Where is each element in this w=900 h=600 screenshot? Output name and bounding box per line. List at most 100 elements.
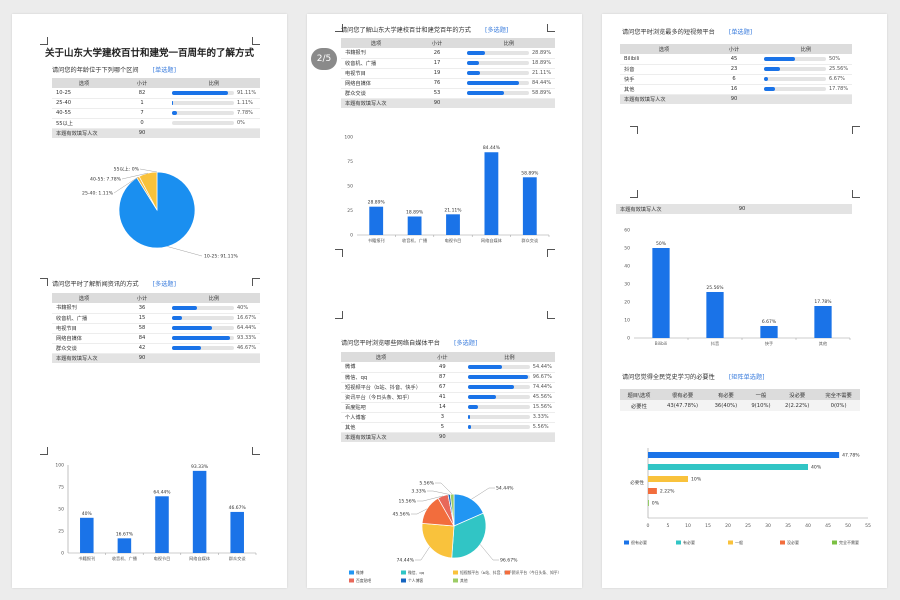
bar-网络自媒体 (192, 470, 207, 553)
slice-label: 5.56% (419, 481, 434, 487)
hbar-chart-necessity: 0 5 10 15 20 25 30 35 40 45 50 55 必要性 47.78% 40% 10% 2.2… (624, 448, 871, 545)
data-label: 40% (82, 511, 93, 517)
bar-一般 (648, 476, 688, 482)
ratio-bar (467, 374, 530, 379)
ratio-bar (172, 345, 234, 350)
row-label: 其他 (341, 422, 421, 433)
y-tick-label: 75 (58, 485, 64, 491)
table-row: 书籍报刊 26 28.89% (341, 48, 555, 59)
total-value: 90 (116, 128, 168, 138)
ratio-bar (172, 120, 234, 125)
total-row: 本题有效填写人次 90 (341, 98, 555, 108)
ratio-bar (467, 384, 530, 389)
y-tick-label: 0 (350, 233, 353, 239)
doc-page-middle: 请问您了解山东大学建校百廿和建党百年的方式 [多选题] 选项 小计 比例 书籍报刊 26 2… (307, 14, 582, 588)
slice-label: 55以上: 0% (114, 166, 140, 173)
table-row: 25-40 1 1.11% (52, 98, 260, 109)
question-anniversary: 请问您了解山东大学建校百廿和建党百年的方式 [多选题] (341, 27, 509, 34)
slice-label: 40-55: 7.78% (90, 177, 122, 183)
data-label: 46.67% (229, 505, 247, 511)
leader-line (411, 508, 428, 515)
row-label: 55以上 (52, 118, 116, 129)
bar-有必要 (648, 464, 808, 470)
leader-line (417, 495, 443, 502)
bar-chart-anniversary: 0 25 50 75 100 28.89% 书籍报刊 18.89% 收音机、广播 21.11% 电视… (344, 135, 550, 244)
ratio-bar (467, 394, 530, 399)
legend-label: 很有必要 (631, 539, 647, 545)
ratio-bar (764, 66, 826, 71)
col-ratio: 比例 (463, 38, 555, 48)
pie-chart-age: 10-25: 91.11% 25-40: 1.11% 40-55: 7.78% 55以… (82, 166, 238, 260)
table-row: 网络自媒体 84 93.33% (52, 333, 260, 344)
row-count: 19 (411, 68, 463, 79)
data-label: 93.33% (191, 464, 209, 470)
row-label: 书籍报刊 (341, 48, 411, 59)
row-label: 网络自媒体 (52, 333, 116, 344)
row-count: 84 (116, 333, 168, 344)
legend-label: 微信、qq (408, 570, 425, 575)
ratio-bar (172, 315, 234, 320)
row-label: 短视频平台（b站、抖音、快手） (341, 382, 421, 393)
row-label: 电视节目 (341, 68, 411, 79)
x-tick-label: 15 (705, 523, 711, 529)
bar-书籍报刊 (369, 206, 384, 235)
data-label: 64.44% (153, 489, 171, 495)
row-count: 42 (116, 343, 168, 354)
y-tick-label: 100 (55, 463, 64, 469)
x-tick-label: 其他 (819, 340, 828, 347)
row-pct: 0% (237, 119, 245, 126)
row-count: 58 (116, 323, 168, 334)
total-value: 90 (420, 432, 464, 442)
question-matrix: 请问您觉得全民党史学习的必要性 [矩阵单选题] (622, 374, 765, 381)
ratio-bar (467, 404, 530, 409)
bar-群众交谈 (522, 177, 537, 235)
x-tick-label: 5 (667, 523, 670, 529)
row-pct: 15.56% (532, 403, 552, 410)
doc-page-right: 请问您平时浏览最多的短视频平台 [单选题] 选项 小计 比例 Bilibili 45 50%… (602, 14, 887, 588)
col-ratio: 比例 (168, 78, 260, 88)
ratio-bar (172, 305, 234, 310)
slice-label: 25-40: 1.11% (82, 191, 114, 197)
bar-书籍报刊 (80, 517, 94, 553)
table-row: Bilibili 45 50% (620, 54, 852, 65)
row-count: 67 (420, 382, 464, 393)
table-row: 资讯平台（今日头条、知乎） 41 45.56% (341, 392, 555, 403)
page-indicator[interactable]: 2/5 (311, 48, 337, 70)
legend-swatch (401, 570, 406, 575)
y-tick-label: 50 (624, 246, 630, 252)
row-count: 36 (116, 303, 168, 314)
row-count: 14 (420, 402, 464, 413)
table-row: 微信、qq 87 96.67% (341, 372, 555, 383)
table-row: 55以上 0 0% (52, 118, 260, 129)
col-option: 选项 (341, 352, 421, 362)
row-pct: 93.33% (237, 334, 257, 341)
leader-line (139, 168, 158, 173)
legend-label: 其他 (460, 578, 468, 583)
total-label: 本题有效填写人次 (620, 94, 708, 104)
col-option: 选项 (341, 38, 411, 48)
ratio-bar (172, 110, 234, 115)
ratio-bar (764, 86, 826, 91)
row-count: 17 (411, 58, 463, 69)
row-count: 45 (708, 54, 760, 65)
col-count: 小计 (411, 38, 463, 48)
bar-chart-shortvideo: 0 10 20 30 40 50 60 50% Bilibili 25.56% 抖音 6.67% 快手 1… (624, 228, 851, 347)
y-tick-label: 10 (624, 318, 630, 324)
bar-完全不需要 (648, 500, 649, 506)
col-ratio: 比例 (463, 352, 555, 362)
data-label: 17.78% (814, 299, 832, 305)
slice-微信、qq (451, 512, 487, 559)
row-label: 电视节目 (52, 323, 116, 334)
table-row: 快手 6 6.67% (620, 74, 852, 85)
total-row: 本题有效填写人次 90 (52, 353, 260, 363)
row-label: 快手 (620, 74, 708, 85)
table-row: 40-55 7 7.78% (52, 108, 260, 119)
legend-swatch (505, 570, 510, 575)
total-value: 90 (116, 353, 168, 363)
leader-line (415, 546, 430, 561)
y-tick-label: 20 (624, 300, 630, 306)
y-tick-label: 0 (61, 551, 64, 557)
y-tick-label: 40 (624, 264, 630, 270)
ratio-bar (172, 90, 234, 95)
question-media: 请问您平时浏览哪些网络自媒体平台 [多选题] (341, 340, 478, 347)
